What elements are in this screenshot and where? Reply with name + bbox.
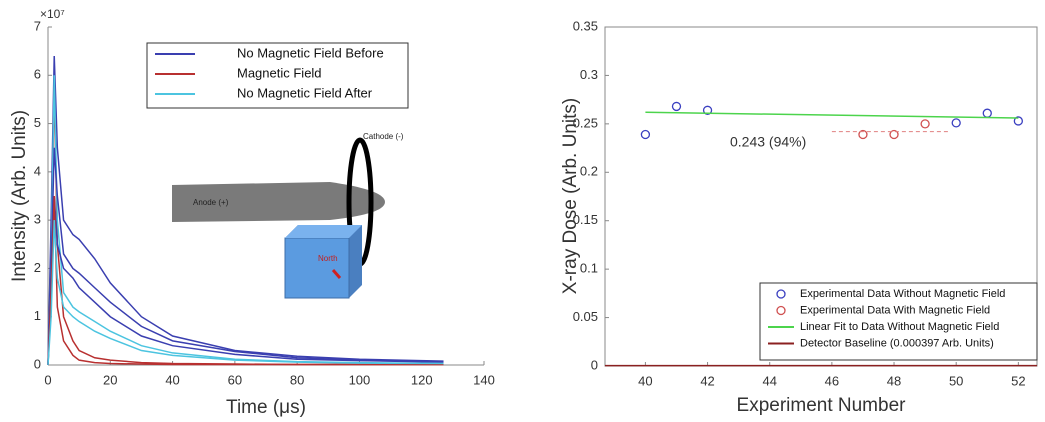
x-tick-label: 60	[228, 372, 242, 387]
data-point	[889, 129, 899, 140]
data-point	[858, 129, 868, 140]
data-point	[982, 108, 992, 118]
y-tick-label: 0.15	[573, 212, 598, 227]
x-tick-label: 20	[103, 372, 117, 387]
y-tick-label: 0.05	[573, 309, 598, 324]
data-line	[47, 55, 444, 366]
legend-box	[759, 282, 1038, 361]
y-axis-title: Intensity (Arb. Units)	[9, 110, 30, 282]
y-tick-label: 0.3	[580, 67, 598, 82]
y-tick-label: 1	[34, 308, 41, 323]
y-tick-label: 0.35	[573, 18, 598, 33]
y-tick-label: 0	[34, 356, 41, 371]
anode-label: Anode (+)	[193, 198, 229, 207]
x-axis-title: Time (μs)	[226, 397, 306, 418]
legend-label: No Magnetic Field Before	[237, 45, 384, 60]
legend-label: Experimental Data With Magnetic Field	[800, 304, 990, 316]
data-line	[47, 195, 444, 366]
y-tick-label: 2	[34, 260, 41, 275]
data-point	[1013, 116, 1024, 126]
data-point	[920, 119, 930, 129]
legend-label: Linear Fit to Data Without Magnetic Fiel…	[800, 321, 999, 333]
legend-label: No Magnetic Field After	[237, 85, 373, 100]
data-line	[645, 111, 1019, 119]
annotation: 0.243 (94%)	[730, 134, 806, 150]
y-tick-label: 0.2	[580, 164, 598, 179]
magnet-top	[285, 225, 362, 238]
y-tick-label: 5	[34, 115, 41, 130]
legend-label: Detector Baseline (0.000397 Arb. Units)	[800, 337, 994, 349]
x-tick-label: 40	[638, 373, 652, 388]
y-tick-label: 0.1	[580, 261, 598, 276]
y-tick-label: 6	[34, 67, 41, 82]
data-point	[702, 105, 713, 115]
y-tick-label: 0.25	[573, 115, 598, 130]
x-tick-label: 42	[700, 373, 714, 388]
y-tick-label: 4	[34, 163, 41, 178]
x-tick-label: 40	[165, 372, 179, 387]
y-tick-label: 0	[591, 357, 598, 372]
y-tick-label: 3	[34, 212, 41, 227]
data-line	[47, 220, 444, 366]
x-tick-label: 0	[44, 372, 51, 387]
x-tick-label: 44	[762, 373, 776, 388]
x-tick-label: 80	[290, 372, 304, 387]
x-tick-label: 140	[473, 372, 495, 387]
legend-marker	[776, 305, 786, 316]
y-multiplier: ×10⁷	[40, 7, 65, 21]
inset-diagram: Anode (+) Cathode (-) North	[172, 132, 404, 299]
data-point	[951, 118, 961, 128]
data-line	[47, 195, 444, 366]
x-tick-label: 120	[411, 372, 433, 387]
legend-label: Experimental Data Without Magnetic Field	[800, 288, 1005, 300]
north-arrow	[331, 269, 342, 279]
data-line	[47, 84, 444, 366]
magnet-front	[284, 237, 350, 299]
x-tick-label: 46	[825, 373, 839, 388]
y-axis-title: X-ray Dose (Arb. Units)	[560, 98, 581, 294]
cathode-label: Cathode (-)	[363, 132, 404, 141]
x-tick-label: 52	[1011, 373, 1025, 388]
anode-shape	[172, 182, 385, 222]
legend-marker	[776, 289, 786, 299]
x-axis-title: Experiment Number	[737, 395, 907, 416]
data-point	[640, 129, 651, 140]
north-label: North	[318, 254, 338, 263]
data-line	[47, 147, 444, 366]
x-tick-label: 48	[887, 373, 901, 388]
legend-label: Magnetic Field	[237, 65, 322, 80]
x-tick-label: 50	[949, 373, 963, 388]
y-tick-label: 7	[34, 18, 41, 33]
data-point	[671, 101, 682, 112]
x-tick-label: 100	[349, 372, 371, 387]
